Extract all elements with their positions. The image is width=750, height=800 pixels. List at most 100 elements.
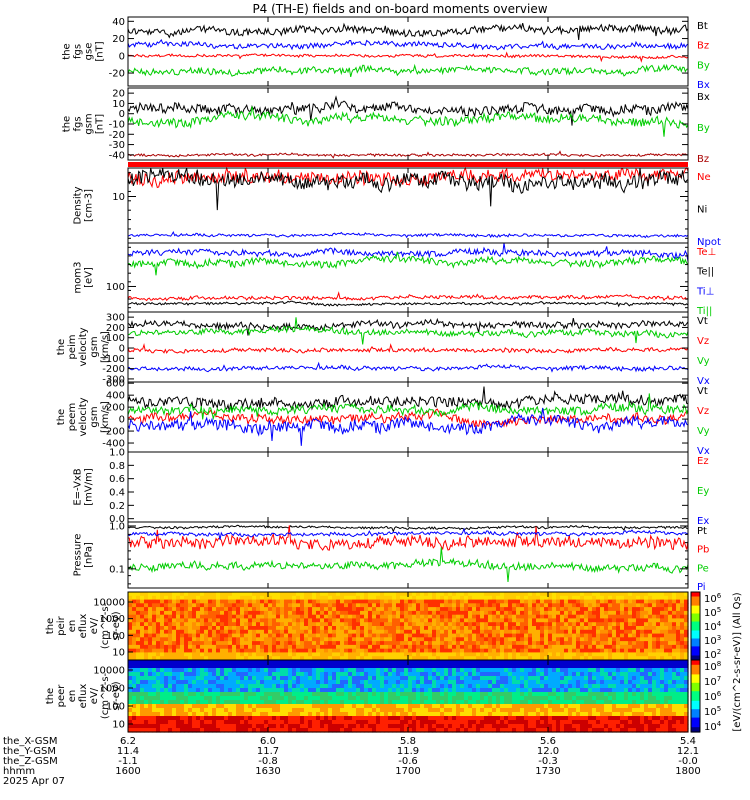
spec-cell	[144, 700, 149, 705]
spec-cell	[188, 700, 193, 705]
spec-cell	[172, 676, 177, 681]
spec-cell	[372, 700, 377, 705]
spec-cell	[612, 595, 617, 601]
spec-cell	[308, 656, 313, 661]
ytick-label: 300	[106, 313, 125, 324]
spec-cell	[368, 704, 373, 709]
spec-cell	[444, 592, 449, 597]
spec-cell	[428, 607, 433, 612]
spec-cell	[336, 614, 341, 620]
spec-cell	[500, 607, 505, 612]
ylabel-line: [nT]	[95, 41, 106, 61]
spec-cell	[672, 610, 677, 616]
spec-cell	[164, 676, 169, 681]
spec-cell	[296, 592, 301, 597]
spec-cell	[244, 603, 249, 608]
legend-Te||: Te||	[696, 267, 714, 278]
spec-cell	[612, 603, 617, 608]
spec-cell	[384, 618, 389, 623]
spec-cell	[340, 708, 345, 713]
spec-cell	[356, 700, 361, 705]
spec-cell	[452, 592, 457, 597]
spec-cell	[168, 607, 173, 612]
spec-cell	[348, 614, 353, 620]
spec-cell	[588, 676, 593, 681]
spec-cell	[420, 712, 425, 717]
spec-cell	[448, 592, 453, 597]
spec-cell	[440, 607, 445, 612]
spec-cell	[296, 614, 301, 620]
spec-cell	[368, 660, 373, 665]
spec-cell	[604, 633, 609, 638]
spec-cell	[180, 700, 185, 705]
spec-cell	[364, 724, 369, 729]
spec-cell	[372, 728, 377, 733]
spec-cell	[224, 607, 229, 612]
spec-cell	[244, 610, 249, 616]
spec-cell	[224, 720, 229, 725]
spec-cell	[392, 641, 397, 646]
spec-cell	[208, 656, 213, 661]
spec-cell	[184, 595, 189, 601]
spec-cell	[292, 592, 297, 597]
spec-cell	[264, 688, 269, 693]
spec-cell	[544, 676, 549, 681]
spec-cell	[172, 712, 177, 717]
spec-cell	[676, 592, 681, 597]
spec-cell	[388, 622, 393, 627]
spec-cell	[272, 603, 277, 608]
ylabel-line: gsm	[84, 113, 95, 134]
spec-cell	[680, 607, 685, 612]
spec-cell	[168, 724, 173, 729]
spec-cell	[560, 684, 565, 689]
spec-cell	[432, 692, 437, 697]
spec-cell	[588, 728, 593, 733]
spec-cell	[196, 668, 201, 673]
spec-cell	[220, 692, 225, 697]
spec-cell	[448, 728, 453, 733]
spec-cell	[496, 637, 501, 642]
spec-cell	[664, 648, 669, 654]
spec-cell	[368, 626, 373, 631]
spec-cell	[196, 716, 201, 721]
spec-cell	[304, 622, 309, 627]
spec-cell	[216, 684, 221, 689]
spec-cell	[572, 633, 577, 638]
spec-cell	[432, 664, 437, 669]
spec-cell	[144, 656, 149, 661]
ylabel-line: (cm^2-s-	[100, 672, 111, 719]
spec-cell	[280, 599, 285, 604]
spec-cell	[560, 626, 565, 631]
spec-cell	[188, 724, 193, 729]
spec-cell	[156, 696, 161, 701]
spec-cell	[440, 668, 445, 673]
spec-cell	[128, 688, 133, 693]
spec-cell	[536, 637, 541, 642]
spec-cell	[464, 607, 469, 612]
spec-cell	[372, 618, 377, 623]
spec-cell	[436, 599, 441, 604]
spec-cell	[544, 644, 549, 650]
spec-cell	[632, 626, 637, 631]
spec-cell	[148, 629, 153, 635]
spec-cell	[552, 592, 557, 597]
spec-cell	[236, 664, 241, 669]
spec-cell	[172, 728, 177, 733]
spec-cell	[300, 728, 305, 733]
spec-cell	[560, 660, 565, 665]
spec-cell	[548, 728, 553, 733]
spec-cell	[612, 637, 617, 642]
spec-cell	[564, 629, 569, 635]
spec-cell	[456, 626, 461, 631]
spec-cell	[252, 684, 257, 689]
spec-cell	[580, 618, 585, 623]
spec-cell	[176, 599, 181, 604]
spec-cell	[396, 618, 401, 623]
spec-cell	[556, 622, 561, 627]
spec-cell	[456, 641, 461, 646]
spec-cell	[288, 644, 293, 650]
spec-cell	[264, 708, 269, 713]
spec-cell	[268, 720, 273, 725]
spec-cell	[140, 622, 145, 627]
spec-cell	[656, 633, 661, 638]
